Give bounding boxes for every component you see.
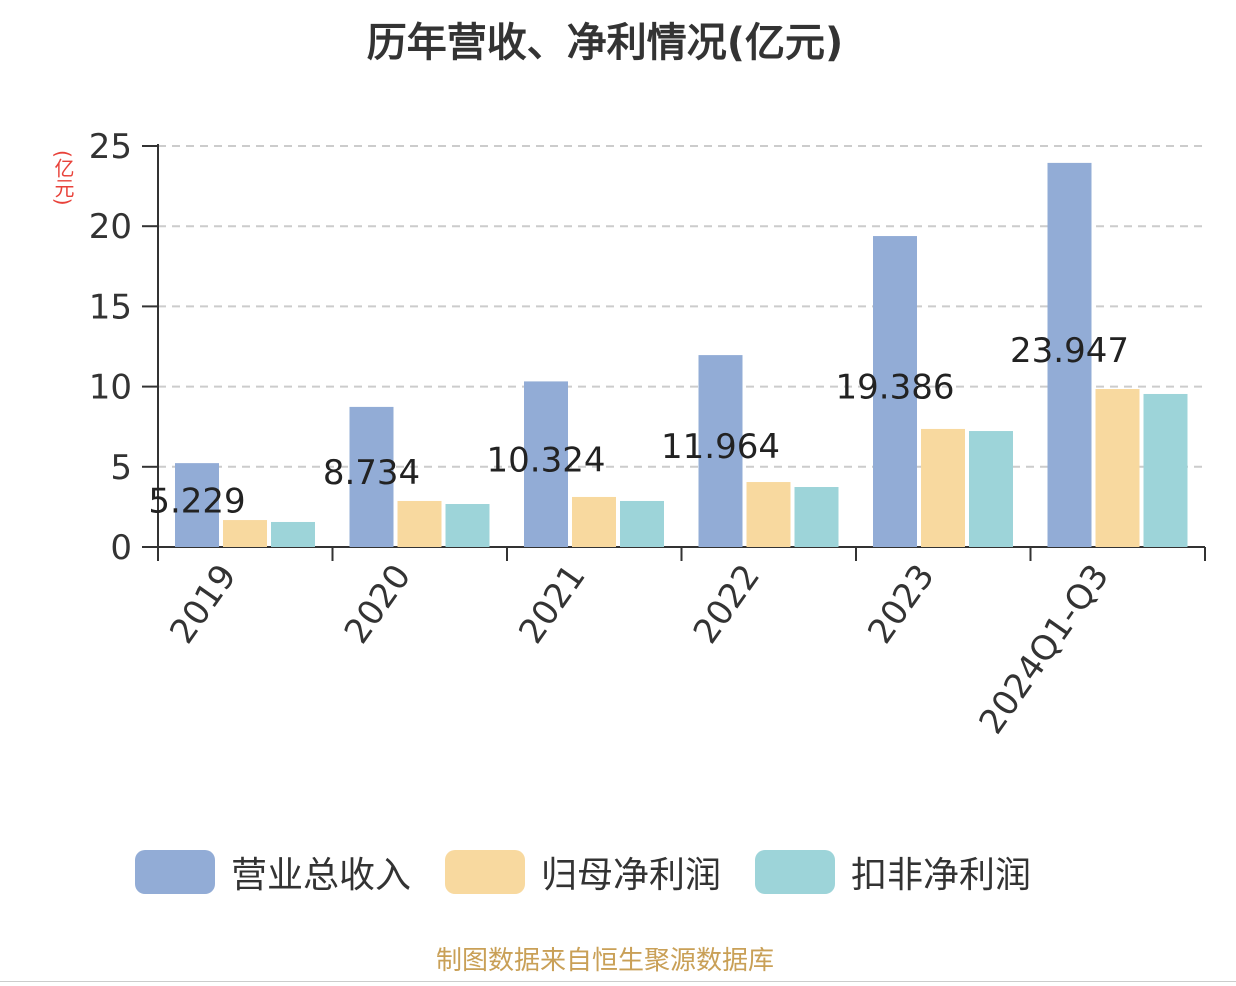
legend-swatch — [135, 850, 215, 894]
bar-1 — [698, 355, 743, 547]
bar-3 — [271, 521, 315, 547]
chart-title: 历年营收、净利情况(亿元) — [366, 20, 844, 66]
legend-label: 扣非净利润 — [851, 855, 1032, 896]
divider — [0, 981, 1236, 982]
data-label: 23.947 — [1010, 331, 1129, 371]
legend-swatch — [445, 850, 526, 894]
bar-2 — [397, 500, 442, 547]
y-tick-label: 5 — [110, 448, 132, 488]
x-tick-label: 2021 — [511, 557, 593, 651]
data-label: 11.964 — [661, 427, 780, 467]
bar-3 — [794, 487, 839, 547]
bar-1 — [175, 463, 219, 547]
x-tick-label: 2024Q1-Q3 — [971, 557, 1117, 741]
bar-2 — [746, 482, 791, 547]
y-tick-label: 15 — [89, 287, 132, 327]
bar-3 — [445, 504, 490, 547]
y-tick-label: 25 — [89, 127, 132, 167]
legend-label: 营业总收入 — [231, 855, 412, 896]
data-label: 8.734 — [323, 453, 420, 493]
legend: 营业总收入 归母净利润 扣非净利润 — [135, 846, 1031, 898]
x-tick-label: 2020 — [337, 557, 419, 651]
data-label: 19.386 — [836, 368, 955, 408]
x-tick-label: 2023 — [860, 557, 942, 651]
bar-2 — [1095, 389, 1140, 547]
y-tick-label: 20 — [89, 207, 132, 247]
data-label: 5.229 — [148, 481, 245, 521]
legend-label: 归母净利润 — [541, 855, 722, 896]
legend-item[interactable]: 营业总收入 — [135, 846, 411, 898]
bar-3 — [1143, 393, 1188, 547]
legend-item[interactable]: 扣非净利润 — [755, 846, 1031, 898]
legend-item[interactable]: 归母净利润 — [445, 846, 721, 898]
bar-3 — [620, 500, 664, 547]
data-label: 10.324 — [487, 440, 606, 480]
bar-1 — [349, 406, 394, 547]
bar-1 — [524, 381, 568, 547]
bar-2 — [921, 428, 965, 547]
x-tick-label: 2022 — [686, 557, 768, 651]
bar-1 — [1047, 162, 1092, 547]
legend-swatch — [755, 850, 836, 894]
y-tick-label: 0 — [110, 528, 132, 568]
bar-2 — [572, 496, 616, 547]
y-axis-unit-label: (亿元) — [51, 150, 75, 206]
x-tick-label: 2019 — [162, 557, 244, 651]
bar-1 — [873, 236, 917, 547]
bar-3 — [969, 431, 1013, 547]
y-tick-label: 10 — [89, 368, 132, 408]
footer-source: 制图数据来自恒生聚源数据库 — [435, 946, 774, 976]
bar-2 — [223, 520, 267, 547]
